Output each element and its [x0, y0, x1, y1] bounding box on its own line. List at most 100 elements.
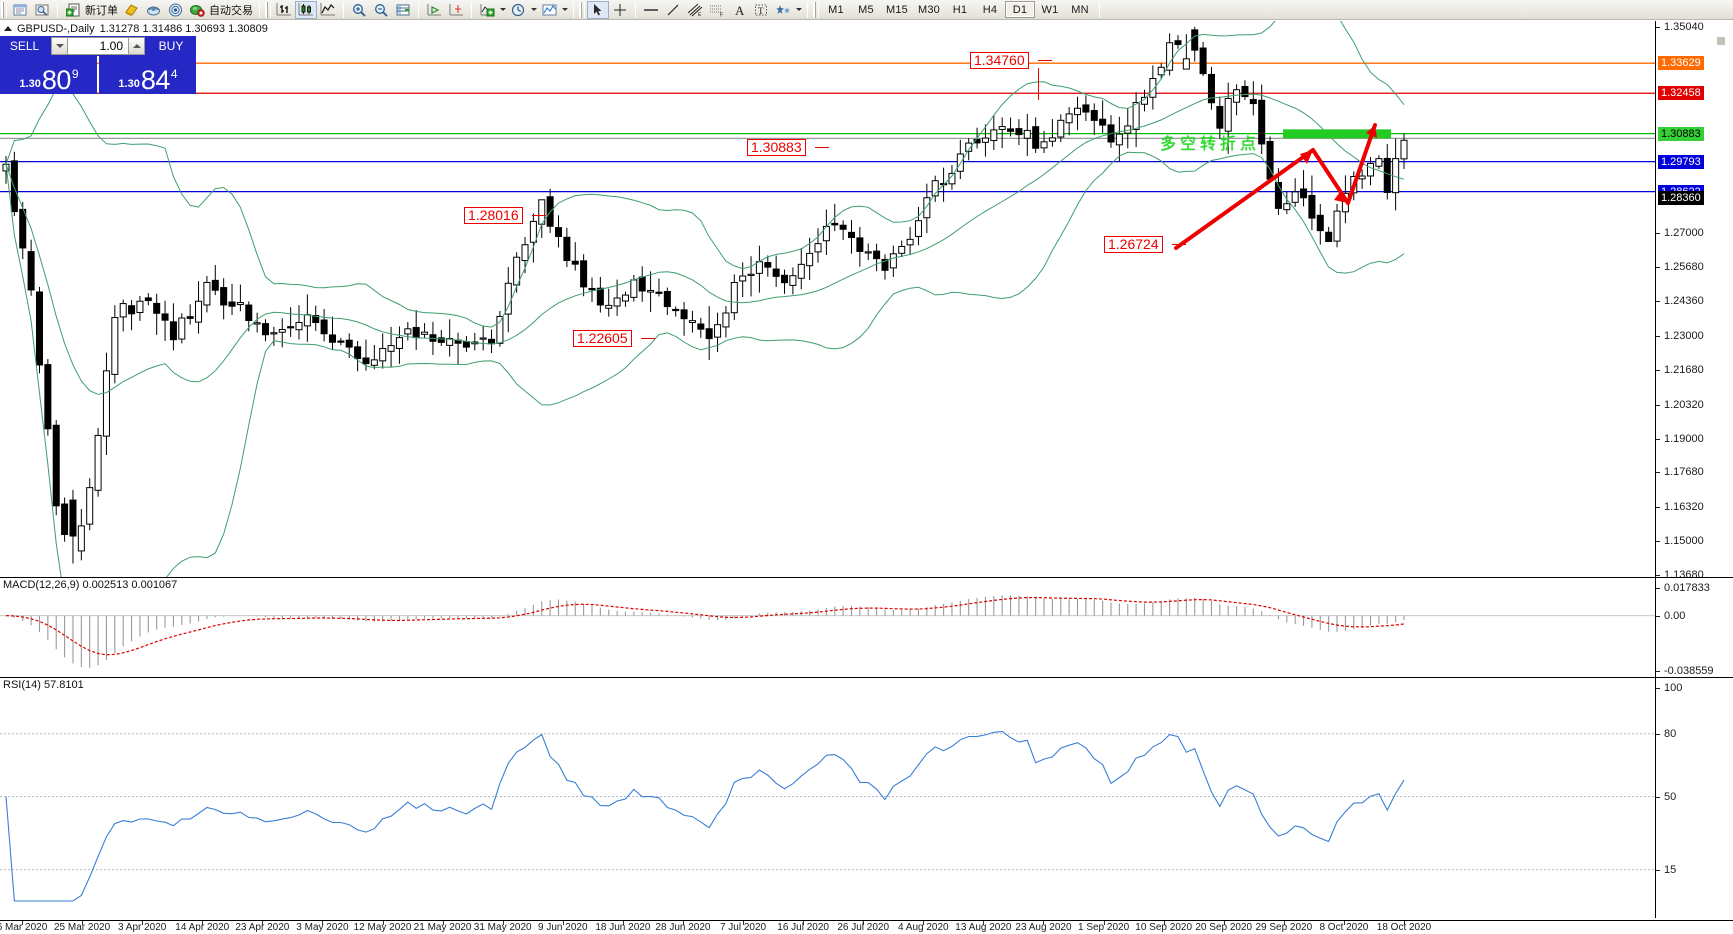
buy-price-button[interactable]: 1.30 84 4 [99, 56, 196, 94]
candlestick[interactable] [1166, 33, 1174, 76]
candlestick[interactable] [663, 287, 671, 316]
volume-decrement-button[interactable] [51, 37, 68, 55]
line-chart-icon[interactable] [317, 1, 339, 19]
candlestick[interactable] [86, 478, 94, 531]
candlestick[interactable] [1325, 226, 1333, 242]
candlestick[interactable] [52, 420, 60, 516]
candlestick[interactable] [588, 277, 596, 303]
candlestick[interactable] [1266, 136, 1274, 183]
candlestick[interactable] [1316, 204, 1324, 245]
volume-stepper[interactable]: 1.00 [50, 36, 146, 56]
candlestick[interactable] [1224, 82, 1232, 154]
candlestick[interactable] [379, 333, 387, 369]
candlestick[interactable] [471, 332, 479, 351]
rsi-line[interactable] [5, 730, 1405, 902]
candlestick[interactable] [789, 267, 797, 295]
candlestick[interactable] [1174, 35, 1182, 49]
candlestick[interactable] [1258, 84, 1266, 154]
candlestick[interactable] [1216, 96, 1224, 139]
candlestick[interactable] [806, 237, 814, 281]
toolbar-grip-1[interactable] [1, 1, 7, 18]
candlestick[interactable] [295, 305, 303, 340]
candlestick[interactable] [605, 288, 613, 317]
candlestick[interactable] [839, 220, 847, 240]
candlestick[interactable] [136, 295, 144, 321]
candlestick[interactable] [261, 319, 270, 342]
candlestick[interactable] [554, 215, 563, 248]
candlestick[interactable] [35, 286, 43, 374]
candlestick[interactable] [77, 508, 85, 561]
candlestick[interactable] [981, 124, 989, 157]
candlestick[interactable] [1191, 26, 1199, 62]
candlestick[interactable] [1182, 34, 1190, 70]
timeframe-w1[interactable]: W1 [1041, 3, 1059, 16]
new-order-button[interactable]: 新订单 [85, 4, 118, 17]
candlestick[interactable] [1015, 119, 1023, 146]
candlestick[interactable] [1107, 115, 1115, 148]
candlestick[interactable] [998, 117, 1006, 149]
macd-axis-scale[interactable]: 0.017833 0.00 -0.038559 [1655, 578, 1733, 678]
price-level-tag[interactable]: 1.32458 [1658, 86, 1704, 101]
candlestick[interactable] [1032, 117, 1040, 153]
candlestick[interactable] [102, 352, 110, 455]
trendline-icon[interactable] [662, 1, 684, 19]
candlestick[interactable] [1099, 100, 1107, 133]
candlestick-chart-icon[interactable] [295, 0, 317, 19]
candlestick[interactable] [1065, 107, 1073, 136]
candlestick[interactable] [211, 265, 219, 296]
macd-pane[interactable]: MACD(12,26,9) 0.002513 0.001067 0.017833… [0, 577, 1733, 678]
rsi-chart-canvas[interactable] [0, 678, 1655, 917]
price-pane[interactable]: 1.35040 1.27000 1.25680 1.24360 1.23000 1.216… [0, 21, 1733, 581]
candlestick[interactable] [814, 228, 822, 263]
candlestick[interactable] [580, 254, 588, 297]
candlestick[interactable] [1157, 63, 1165, 80]
candlestick[interactable] [69, 489, 77, 564]
candlestick[interactable] [1090, 103, 1098, 135]
indicators-icon[interactable] [476, 1, 498, 19]
candlestick[interactable] [287, 307, 295, 337]
candlestick[interactable] [245, 301, 253, 332]
candlestick[interactable] [1074, 96, 1082, 131]
candlestick[interactable] [94, 427, 102, 497]
candlestick[interactable] [546, 188, 554, 233]
shapes-dropdown-caret-icon[interactable] [794, 1, 803, 19]
candlestick[interactable] [1082, 95, 1090, 122]
candlestick[interactable] [621, 291, 629, 307]
timeframe-m1[interactable]: M1 [828, 3, 844, 16]
candlestick[interactable] [1383, 144, 1391, 200]
buy-label[interactable]: BUY [146, 36, 196, 56]
sell-price-button[interactable]: 1.30 80 9 [0, 56, 97, 94]
candlestick[interactable] [303, 294, 311, 342]
equidistant-channel-icon[interactable]: E [684, 1, 706, 19]
one-click-trading-panel[interactable]: SELL 1.00 BUY 1.30 80 9 1.30 84 4 [0, 36, 196, 94]
price-level-tag[interactable]: 1.29793 [1658, 154, 1704, 169]
autotrading-icon[interactable] [186, 1, 208, 19]
candlestick[interactable] [1132, 92, 1140, 148]
candlestick[interactable] [889, 245, 897, 277]
candlestick[interactable] [688, 310, 696, 333]
candlestick[interactable] [220, 278, 228, 320]
indicators-dropdown-caret-icon[interactable] [498, 1, 507, 19]
templates-dropdown-caret-icon[interactable] [560, 1, 569, 19]
candlestick[interactable] [881, 254, 889, 280]
cursor-icon[interactable] [587, 0, 609, 19]
bollinger-lower-band[interactable] [5, 151, 1405, 577]
downtrend-arrow[interactable] [1311, 148, 1350, 205]
zoom-out-icon[interactable] [370, 1, 392, 19]
candlestick[interactable] [923, 183, 931, 234]
candlestick[interactable] [655, 278, 663, 297]
candlestick[interactable] [1308, 175, 1316, 231]
candlestick[interactable] [395, 326, 403, 364]
candlestick[interactable] [437, 329, 445, 347]
timeframe-m30[interactable]: M30 [918, 3, 940, 16]
candlestick[interactable] [596, 276, 604, 313]
candlestick[interactable] [186, 304, 194, 325]
candlestick[interactable] [111, 305, 119, 384]
candlestick[interactable] [755, 245, 763, 293]
auto-scroll-icon[interactable] [423, 1, 445, 19]
shapes-icon[interactable] [772, 1, 794, 19]
bar-chart-icon[interactable] [273, 1, 295, 19]
candlestick[interactable] [705, 306, 713, 361]
candlestick[interactable] [1040, 130, 1048, 154]
price-level-tag[interactable]: 1.30883 [1658, 126, 1704, 141]
